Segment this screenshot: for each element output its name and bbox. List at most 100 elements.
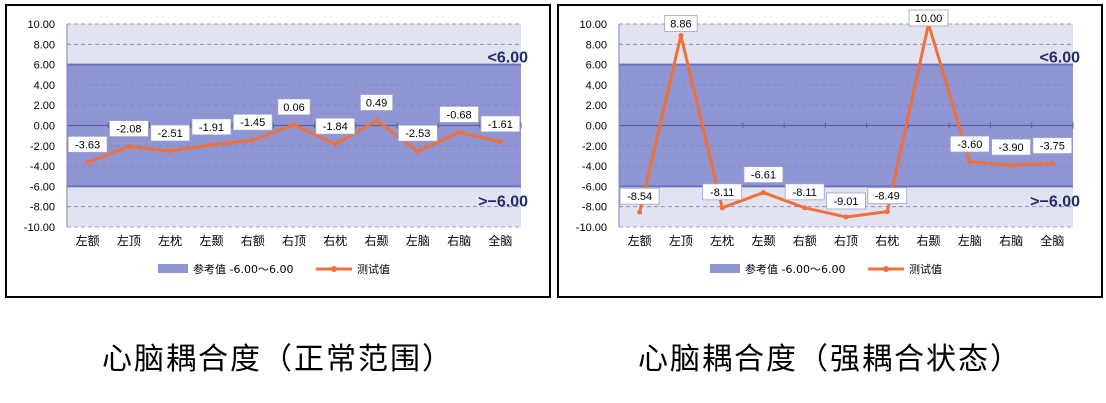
data-label-box [315, 117, 356, 135]
data-label-box [664, 15, 698, 32]
data-label-text: -8.54 [627, 191, 652, 203]
x-tick-label: 全脑 [1040, 233, 1064, 248]
data-label: -2.53 [397, 124, 438, 142]
legend-band-swatch [158, 264, 188, 273]
y-tick-label: -10.00 [24, 222, 55, 234]
x-tick-label: 左枕 [710, 233, 734, 248]
data-point [250, 137, 256, 143]
data-label-box [784, 183, 825, 201]
data-label-text: -0.68 [447, 109, 472, 121]
legend-line-label: 测试值 [357, 263, 390, 276]
data-label-box [359, 94, 394, 111]
data-point [126, 144, 132, 150]
data-label: -3.75 [1032, 137, 1073, 154]
data-label-text: -9.01 [833, 196, 858, 208]
data-label-box [277, 98, 311, 116]
y-tick-label: 10.00 [579, 19, 607, 31]
data-label-box [743, 166, 784, 183]
data-label-box [150, 124, 191, 142]
legend-line-marker [331, 266, 337, 272]
x-tick-label: 全脑 [488, 233, 512, 248]
y-tick-label: 6.00 [34, 60, 55, 72]
y-tick-label: 8.00 [34, 39, 55, 51]
data-label: -3.90 [991, 138, 1031, 156]
data-point [291, 122, 297, 128]
data-label: -9.01 [826, 192, 866, 210]
legend-band-swatch [710, 264, 740, 273]
data-label: -2.51 [150, 124, 191, 142]
x-tick-label: 右枕 [323, 233, 347, 248]
legend-line-label: 测试值 [909, 263, 942, 276]
data-point [760, 190, 766, 196]
x-tick-label: 左顶 [117, 233, 141, 248]
data-label: -3.60 [949, 135, 990, 153]
y-tick-label: -6.00 [30, 181, 55, 193]
data-label-text: 0.06 [283, 102, 304, 114]
data-point [637, 209, 643, 215]
data-label: 8.86 [664, 15, 698, 32]
data-label-box [397, 124, 438, 142]
legend-line-marker [883, 266, 889, 272]
y-tick-label: 4.00 [34, 80, 55, 92]
data-label-text: -8.11 [710, 187, 734, 199]
x-tick-label: 右枕 [875, 233, 899, 248]
chart-svg: 10.00 8.00 6.00 4.00 2.00 0.00 -2.00 -4.00 -6.00… [576, 9, 1080, 276]
y-tick-label: -10.00 [576, 222, 607, 234]
data-label-box [619, 187, 660, 205]
data-label-text: -1.61 [488, 119, 513, 131]
data-label-text: -6.61 [751, 170, 776, 182]
data-label-box [1032, 137, 1073, 154]
x-tick-label: 右颞 [917, 233, 941, 248]
chart-panel-normal: 10.00 8.00 6.00 4.00 2.00 0.00 -2.00 -4.00 -6.00… [5, 4, 551, 298]
data-label-text: -1.45 [240, 117, 265, 129]
data-label-box [439, 106, 479, 123]
data-point [678, 33, 684, 39]
chart-panel-strong: 10.00 8.00 6.00 4.00 2.00 0.00 -2.00 -4.00 -6.00… [557, 4, 1103, 298]
data-label-box [191, 118, 232, 136]
data-point [884, 209, 890, 215]
y-tick-label: -2.00 [582, 141, 607, 153]
annotation-lower: >−6.00 [1030, 193, 1080, 210]
x-tick-label: 左顶 [669, 233, 693, 248]
data-label: 10.00 [908, 9, 949, 27]
data-label-text: -8.49 [875, 191, 900, 203]
data-label: -6.61 [743, 166, 784, 183]
data-label: -1.61 [480, 115, 521, 133]
x-tick-label: 右额 [793, 233, 817, 248]
data-label: -8.11 [784, 183, 825, 201]
data-point [967, 159, 973, 165]
y-tick-label: 6.00 [586, 60, 607, 72]
y-tick-label: 8.00 [586, 39, 607, 51]
data-label-text: 0.49 [366, 98, 387, 110]
data-label-box [991, 138, 1031, 156]
data-label-box [480, 115, 521, 133]
data-point [1049, 161, 1055, 167]
data-label: -1.84 [315, 117, 356, 135]
legend-band-label: 参考值 -6.00～6.00 [193, 262, 293, 276]
data-point [374, 118, 380, 124]
x-tick-label: 左额 [628, 233, 652, 248]
x-tick-label: 左额 [76, 233, 100, 248]
data-label-text: -8.11 [793, 187, 817, 199]
data-label-box [908, 9, 949, 27]
data-label: 0.06 [277, 98, 311, 116]
y-tick-label: 0.00 [586, 121, 607, 133]
y-tick-label: 2.00 [34, 100, 55, 112]
chart-svg: 10.00 8.00 6.00 4.00 2.00 0.00 -2.00 -4.00 -6.00… [24, 19, 528, 276]
data-label-text: 8.86 [670, 19, 691, 31]
data-point [719, 205, 725, 211]
data-label-text: -2.51 [158, 128, 183, 140]
data-point [1008, 162, 1014, 168]
data-point [497, 139, 503, 145]
data-label: -1.91 [191, 118, 232, 136]
data-label: 0.49 [359, 94, 394, 111]
data-label-text: -1.91 [199, 122, 224, 134]
data-point [167, 148, 173, 154]
y-tick-label: -8.00 [30, 202, 55, 214]
y-tick-label: -6.00 [582, 181, 607, 193]
data-label-box [949, 135, 990, 153]
data-point [456, 129, 462, 135]
data-label-box [232, 113, 273, 131]
data-label-text: -2.53 [405, 128, 430, 140]
x-tick-label: 左脑 [406, 233, 430, 248]
